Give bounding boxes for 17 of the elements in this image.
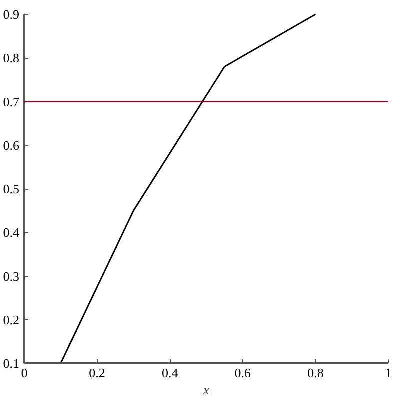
x-tick-label: 0.8 — [308, 366, 324, 380]
y-tick-label: 0.6 — [3, 138, 20, 153]
y-tick-label: 0.5 — [3, 182, 20, 196]
x-tick-label: 1 — [385, 366, 392, 380]
y-tick-label: 0.8 — [3, 50, 20, 66]
x-tick-label: 0 — [21, 366, 28, 380]
y-tick-label: 0.2 — [3, 312, 20, 328]
x-tick-label: 0.4 — [162, 366, 179, 380]
x-tick-label: 0.6 — [234, 366, 252, 380]
y-tick-label: 0.3 — [3, 268, 20, 284]
x-tick-label: 0.2 — [89, 366, 106, 380]
y-tick-label: 0.4 — [3, 225, 20, 240]
x-axis-title: x — [202, 382, 210, 398]
y-tick-label: 0.9 — [3, 7, 20, 22]
y-tick-label: 0.7 — [3, 94, 20, 110]
y-tick-label: 0.1 — [3, 356, 20, 371]
line-series — [60, 14, 316, 364]
